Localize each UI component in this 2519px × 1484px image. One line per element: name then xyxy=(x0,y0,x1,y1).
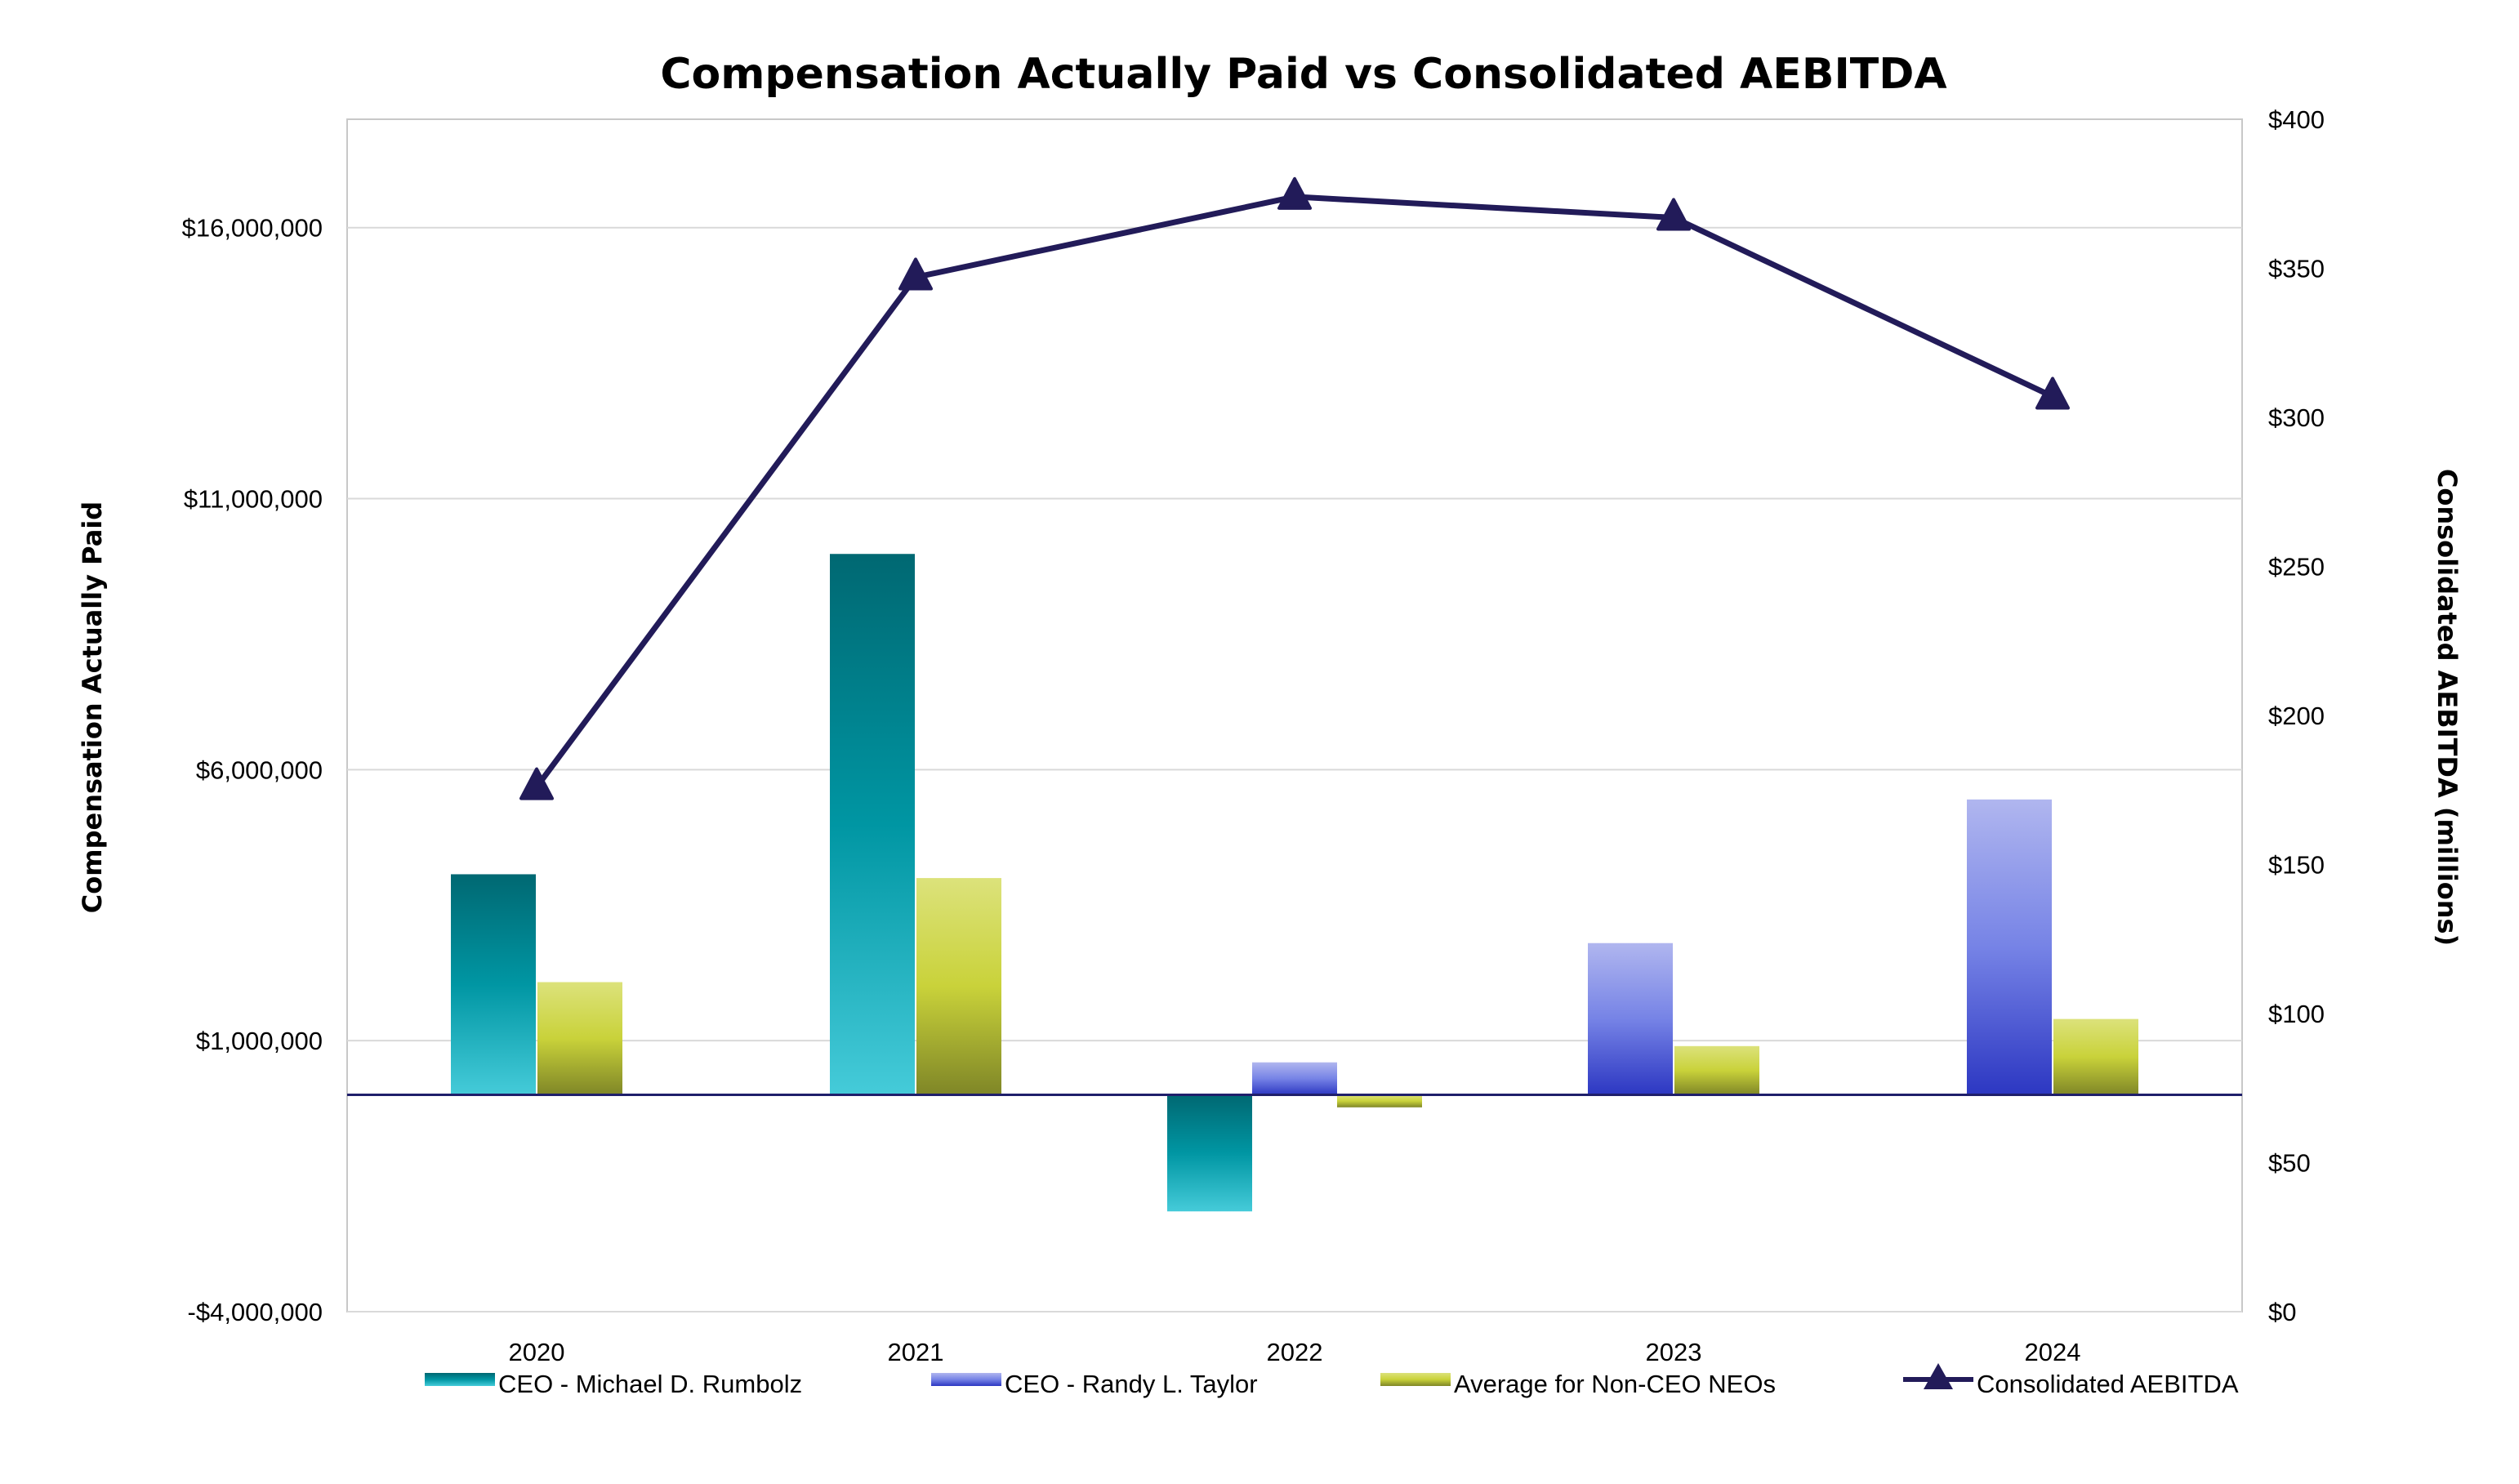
y2-tick-label: $250 xyxy=(2268,553,2325,582)
bars xyxy=(451,554,2138,1212)
bar-2022-series-2 xyxy=(1337,1094,1422,1107)
aebitda-marker-2020 xyxy=(519,767,554,800)
bar-2021-series-2 xyxy=(916,878,1001,1095)
bar-2020-series-2 xyxy=(537,982,622,1095)
y2-tick-label: $0 xyxy=(2268,1298,2296,1326)
y2-tick-label: $200 xyxy=(2268,702,2325,730)
y2-tick-label: $50 xyxy=(2268,1149,2311,1178)
aebitda-marker-2023 xyxy=(1656,198,1691,231)
y2-tick-label: $300 xyxy=(2268,403,2325,432)
legend: CEO - Michael D. Rumbolz CEO - Randy L. T… xyxy=(425,1363,2239,1398)
y-axis-left-title: Compensation Actually Paid xyxy=(77,501,108,913)
y-tick-label: -$4,000,000 xyxy=(188,1298,323,1326)
y-tick-label: $6,000,000 xyxy=(196,755,323,784)
y-tick-label: $11,000,000 xyxy=(184,485,323,514)
x-tick-label: 2020 xyxy=(509,1338,565,1366)
y2-tick-label: $150 xyxy=(2268,851,2325,880)
legend-label-2: Average for Non-CEO NEOs xyxy=(1454,1370,1776,1398)
x-tick-label: 2021 xyxy=(888,1338,944,1366)
bar-2021-series-0 xyxy=(830,554,915,1095)
y2-tick-label: $400 xyxy=(2268,105,2325,134)
bar-2024-series-2 xyxy=(2053,1018,2138,1095)
y2-tick-label: $350 xyxy=(2268,255,2325,283)
bar-2023-series-1 xyxy=(1588,943,1673,1095)
bar-2024-series-1 xyxy=(1967,799,2052,1095)
bar-2022-series-0 xyxy=(1167,1094,1252,1212)
legend-label-3: Consolidated AEBITDA xyxy=(1977,1370,2239,1398)
x-tick-label: 2023 xyxy=(1646,1338,1702,1366)
x-tick-label: 2024 xyxy=(2025,1338,2081,1366)
aebitda-marker-2024 xyxy=(2035,377,2070,410)
y2-tick-label: $100 xyxy=(2268,1000,2325,1028)
x-tick-label: 2022 xyxy=(1267,1338,1323,1366)
legend-triangle-marker xyxy=(1924,1363,1953,1389)
legend-label-0: CEO - Michael D. Rumbolz xyxy=(498,1370,802,1398)
y-axis-right-ticks: $0 $50 $100 $150 $200 $250 $300 $350 $400 xyxy=(2268,105,2325,1326)
plot-area-border xyxy=(346,118,2243,1312)
bar-2023-series-2 xyxy=(1674,1045,1759,1095)
x-axis-ticks: 2020 2021 2022 2023 2024 xyxy=(509,1338,2081,1366)
y-tick-label: $16,000,000 xyxy=(182,214,323,243)
chart-title: Compensation Actually Paid vs Consolidat… xyxy=(660,50,1946,99)
bar-2022-series-1 xyxy=(1252,1062,1337,1095)
legend-label-1: CEO - Randy L. Taylor xyxy=(1005,1370,1258,1398)
legend-swatch-0 xyxy=(425,1373,495,1386)
aebitda-marker-2021 xyxy=(898,257,933,291)
line-series xyxy=(519,176,2070,800)
y-tick-label: $1,000,000 xyxy=(196,1027,323,1055)
bar-2020-series-0 xyxy=(451,874,536,1095)
y-axis-left-ticks: -$4,000,000 $1,000,000 $6,000,000 $11,000,0… xyxy=(182,214,323,1326)
legend-swatch-2 xyxy=(1380,1373,1451,1386)
y-axis-right-title: Consolidated AEBITDA (millions) xyxy=(2432,469,2463,946)
aebitda-marker-2022 xyxy=(1277,176,1312,210)
aebitda-line xyxy=(534,194,2054,789)
legend-swatch-1 xyxy=(931,1373,1001,1386)
gridlines xyxy=(347,226,2242,1312)
